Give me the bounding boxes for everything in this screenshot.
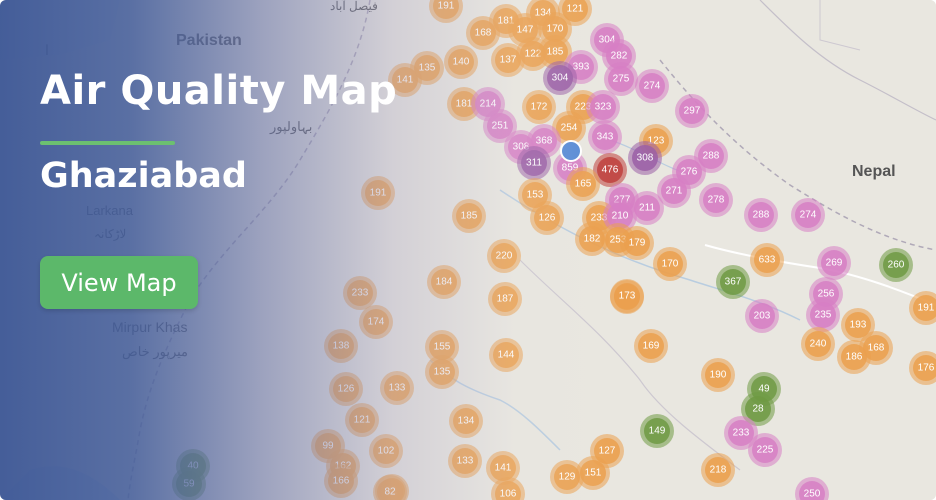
page-title: Air Quality Map — [40, 68, 398, 114]
view-map-button[interactable]: View Map — [40, 256, 198, 309]
title-divider — [40, 141, 175, 145]
city-name: Ghaziabad — [40, 156, 247, 196]
